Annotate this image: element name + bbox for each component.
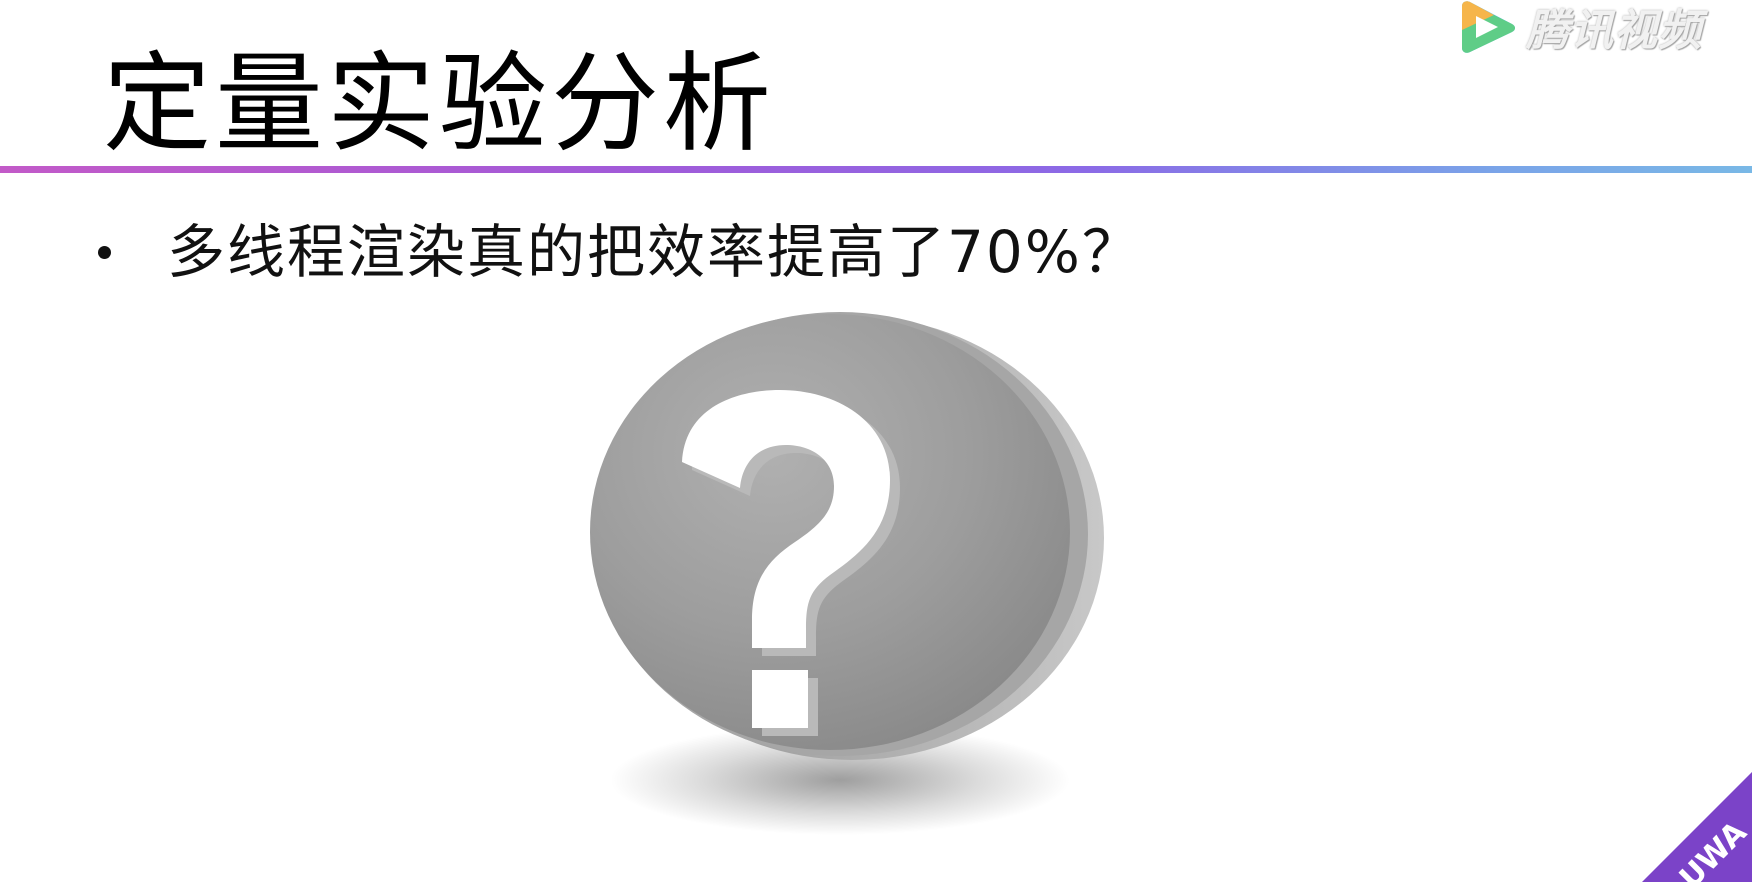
title-divider <box>0 166 1752 173</box>
bullet-item: 多线程渲染真的把效率提高了70%？ <box>98 212 1142 292</box>
uwa-logo-icon: UWA <box>1642 772 1752 882</box>
tencent-video-watermark: 腾讯视频 <box>1454 0 1702 56</box>
bullet-dot-icon <box>98 245 111 259</box>
watermark-text: 腾讯视频 <box>1526 6 1702 56</box>
bullet-text: 多线程渲染真的把效率提高了70%？ <box>167 218 1142 286</box>
slide-title: 定量实验分析 <box>103 42 776 167</box>
play-logo-icon <box>1462 1 1515 53</box>
question-mark-icon <box>590 312 1104 835</box>
